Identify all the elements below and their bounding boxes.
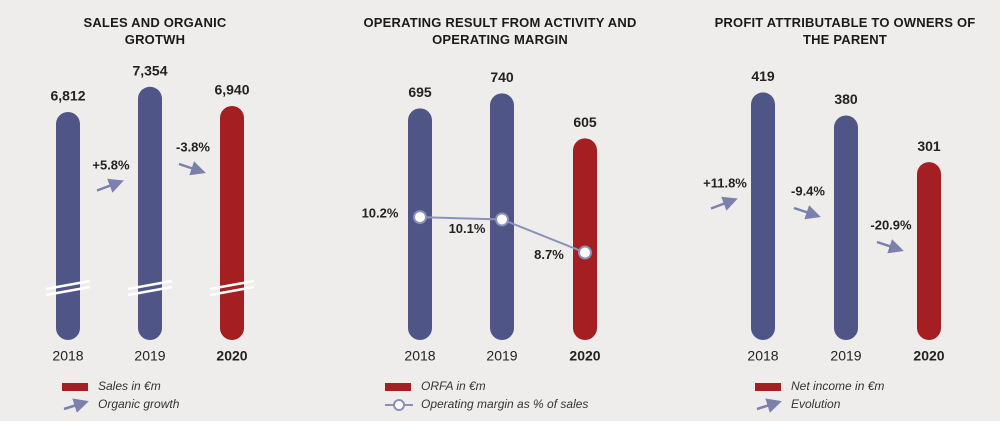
growth-label: +5.8% — [92, 157, 130, 172]
axis-break — [45, 285, 91, 297]
growth-label: -3.8% — [176, 139, 210, 154]
x-tick-label: 2018 — [747, 348, 778, 364]
legend-arrow — [756, 398, 782, 413]
x-tick-label: 2019 — [134, 348, 165, 364]
growth-label: -20.9% — [870, 217, 912, 232]
chart-title: SALES AND ORGANIC GROTWH — [83, 15, 227, 47]
value-label: 605 — [573, 114, 597, 130]
line-marker — [578, 245, 592, 260]
value-label: 419 — [751, 68, 775, 84]
legend-label: Sales in €m — [98, 379, 161, 393]
chart-title: OPERATING RESULT FROM ACTIVITY AND OPERA… — [363, 15, 637, 47]
bar — [751, 92, 775, 340]
bar — [834, 115, 858, 340]
line-marker — [495, 212, 509, 227]
line-label: 10.1% — [449, 221, 486, 236]
axis-break — [127, 285, 173, 297]
bar — [573, 138, 597, 340]
x-tick-label: 2019 — [830, 348, 861, 364]
value-label: 740 — [490, 69, 514, 85]
chart-title: PROFIT ATTRIBUTABLE TO OWNERS OF THE PAR… — [714, 15, 976, 47]
x-tick-label: 2020 — [216, 348, 247, 364]
value-label: 6,812 — [50, 88, 85, 104]
value-label: 301 — [917, 138, 941, 154]
growth-arrow — [710, 196, 738, 211]
growth-arrow — [876, 239, 904, 254]
value-label: 6,940 — [214, 82, 249, 98]
legend-label: Evolution — [791, 397, 841, 411]
x-tick-label: 2018 — [404, 348, 435, 364]
x-tick-label: 2020 — [569, 348, 600, 364]
axis-break — [127, 279, 173, 291]
line-marker — [413, 210, 427, 225]
bar — [408, 108, 432, 340]
axis-break — [209, 285, 255, 297]
legend-swatch — [385, 383, 411, 391]
growth-label: -9.4% — [791, 183, 825, 198]
value-label: 7,354 — [132, 62, 167, 78]
legend-arrow — [63, 398, 89, 413]
line-label: 8.7% — [534, 247, 564, 262]
value-label: 380 — [834, 91, 858, 107]
growth-label: +11.8% — [703, 175, 747, 190]
legend-marker — [393, 399, 405, 411]
bar — [917, 162, 941, 340]
growth-arrow — [96, 178, 124, 193]
legend-label: Operating margin as % of sales — [421, 397, 588, 411]
x-tick-label: 2018 — [52, 348, 83, 364]
legend-label: Organic growth — [98, 397, 180, 411]
legend-swatch — [62, 383, 88, 391]
bar — [56, 111, 80, 340]
growth-arrow — [178, 161, 206, 176]
legend-label: Net income in €m — [791, 379, 884, 393]
axis-break — [209, 279, 255, 291]
x-tick-label: 2019 — [486, 348, 517, 364]
x-tick-label: 2020 — [913, 348, 944, 364]
axis-break — [45, 279, 91, 291]
growth-arrow — [793, 205, 821, 220]
legend-swatch — [755, 383, 781, 391]
value-label: 695 — [408, 84, 432, 100]
bar — [220, 106, 244, 340]
line-label: 10.2% — [362, 206, 399, 221]
bar — [138, 86, 162, 341]
legend-label: ORFA in €m — [421, 379, 486, 393]
